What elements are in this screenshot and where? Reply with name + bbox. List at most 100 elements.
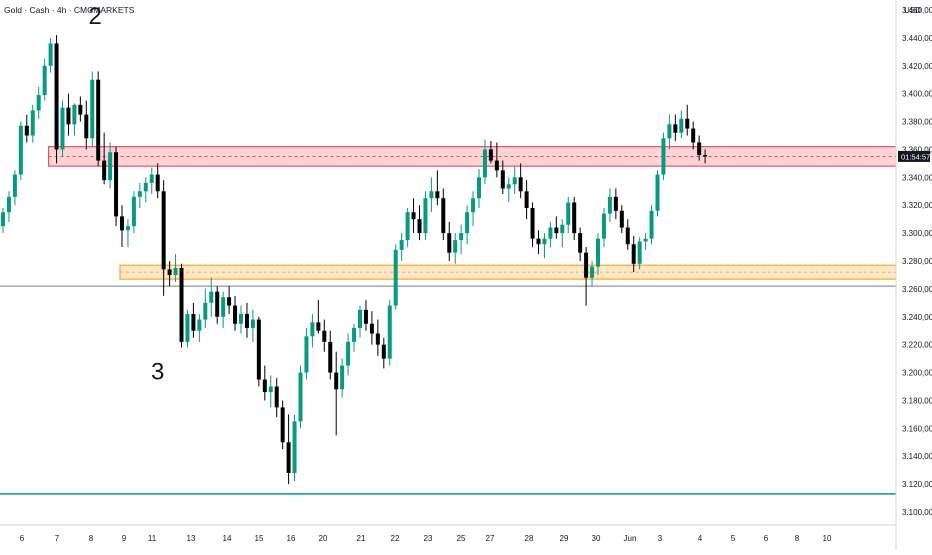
last-price-tag: 01:54:57 bbox=[898, 150, 930, 162]
candle bbox=[322, 319, 327, 352]
candle-body bbox=[459, 233, 464, 241]
candle bbox=[72, 103, 77, 136]
candle bbox=[536, 230, 541, 255]
wave-label[interactable]: 2 bbox=[89, 3, 102, 30]
candle bbox=[191, 302, 196, 338]
x-tick-label: 8 bbox=[795, 534, 800, 543]
candle bbox=[42, 58, 47, 101]
currency-label[interactable]: USD bbox=[904, 6, 921, 15]
x-tick-label: 9 bbox=[122, 534, 127, 543]
candle bbox=[102, 132, 107, 185]
candle-body bbox=[137, 191, 142, 197]
x-tick-label: 22 bbox=[391, 534, 400, 543]
candle bbox=[268, 375, 273, 408]
candle bbox=[167, 261, 172, 287]
candle-body bbox=[655, 174, 660, 211]
candle-body bbox=[637, 241, 642, 264]
candle bbox=[304, 327, 309, 380]
x-tick-label: 30 bbox=[592, 534, 601, 543]
candle-body bbox=[393, 249, 398, 306]
candle bbox=[197, 313, 202, 342]
candle-body bbox=[601, 213, 606, 239]
candle bbox=[673, 114, 678, 142]
x-tick-label: Jun bbox=[624, 534, 637, 543]
candle-body bbox=[90, 79, 95, 139]
candle bbox=[18, 121, 23, 181]
candle-body bbox=[500, 170, 505, 189]
candle-body bbox=[381, 344, 386, 359]
wave-label[interactable]: 3 bbox=[151, 359, 164, 386]
candle-body bbox=[185, 313, 190, 342]
candle bbox=[667, 114, 672, 150]
candle-body bbox=[578, 233, 583, 253]
candle-body bbox=[125, 226, 130, 231]
candle-body bbox=[304, 336, 309, 373]
candle-body bbox=[203, 302, 208, 320]
candle-body bbox=[173, 267, 178, 275]
candle-body bbox=[30, 110, 35, 136]
y-tick-label: 3.360,00 bbox=[902, 145, 932, 154]
candle bbox=[143, 177, 148, 203]
candle-body bbox=[631, 244, 636, 264]
candle bbox=[482, 139, 487, 185]
candle bbox=[298, 365, 303, 429]
candle-body bbox=[518, 177, 523, 192]
y-tick-label: 3.460,00 bbox=[902, 6, 932, 15]
candle bbox=[346, 333, 351, 376]
candle bbox=[453, 233, 458, 264]
y-tick-label: 3.260,00 bbox=[902, 285, 932, 294]
candle-body bbox=[227, 297, 232, 306]
candle-body bbox=[36, 95, 41, 111]
candle-body bbox=[667, 124, 672, 139]
y-tick-label: 3.140,00 bbox=[902, 452, 932, 461]
candle bbox=[125, 219, 130, 248]
candle bbox=[30, 104, 35, 143]
candle bbox=[703, 149, 708, 164]
candle bbox=[244, 302, 249, 338]
candle-body bbox=[54, 43, 59, 150]
candle bbox=[477, 168, 481, 209]
candle bbox=[233, 295, 238, 331]
candle-body bbox=[60, 107, 65, 150]
chart-title: Gold · Cash · 4h · CMCMARKETS bbox=[4, 5, 135, 15]
candle-body bbox=[179, 267, 184, 342]
candle bbox=[149, 167, 154, 195]
candle-body bbox=[494, 160, 499, 171]
candle-body bbox=[66, 107, 71, 125]
candle bbox=[411, 198, 416, 234]
candle bbox=[256, 316, 261, 387]
candle bbox=[405, 208, 410, 248]
time-axis[interactable]: 6 7 8 9 11 13 14 15 16 20 21 22 23 25 27 28 29 30 Jun 3 4 5 6 8… bbox=[20, 534, 832, 543]
candle-body bbox=[280, 407, 285, 443]
candle bbox=[447, 221, 452, 261]
candle-body bbox=[131, 196, 136, 227]
candle bbox=[286, 414, 291, 485]
candle-body bbox=[346, 341, 351, 366]
candle-body bbox=[340, 365, 345, 390]
candle bbox=[596, 233, 600, 275]
candle-body bbox=[679, 118, 684, 133]
candle bbox=[203, 288, 208, 328]
candle bbox=[292, 414, 297, 482]
candle bbox=[227, 286, 232, 314]
candle bbox=[369, 311, 374, 345]
candle-body bbox=[24, 125, 29, 136]
candle-body bbox=[465, 212, 470, 234]
candle-body bbox=[649, 210, 654, 239]
candle-body bbox=[566, 202, 571, 225]
y-tick-label: 3.240,00 bbox=[902, 313, 932, 322]
candle-body bbox=[685, 118, 690, 129]
candle bbox=[179, 263, 184, 348]
candle bbox=[131, 191, 136, 234]
candle-body bbox=[387, 305, 392, 359]
x-tick-label: 7 bbox=[55, 534, 60, 543]
y-tick-label: 3.180,00 bbox=[902, 396, 932, 405]
candle bbox=[262, 365, 267, 401]
candle bbox=[280, 400, 285, 450]
price-axis[interactable]: 3.460,00 3.440,00 3.420,00 3.400,00 3.380,00… bbox=[902, 6, 932, 517]
candle-body bbox=[108, 152, 113, 181]
candle bbox=[36, 86, 41, 119]
candle bbox=[524, 180, 529, 220]
